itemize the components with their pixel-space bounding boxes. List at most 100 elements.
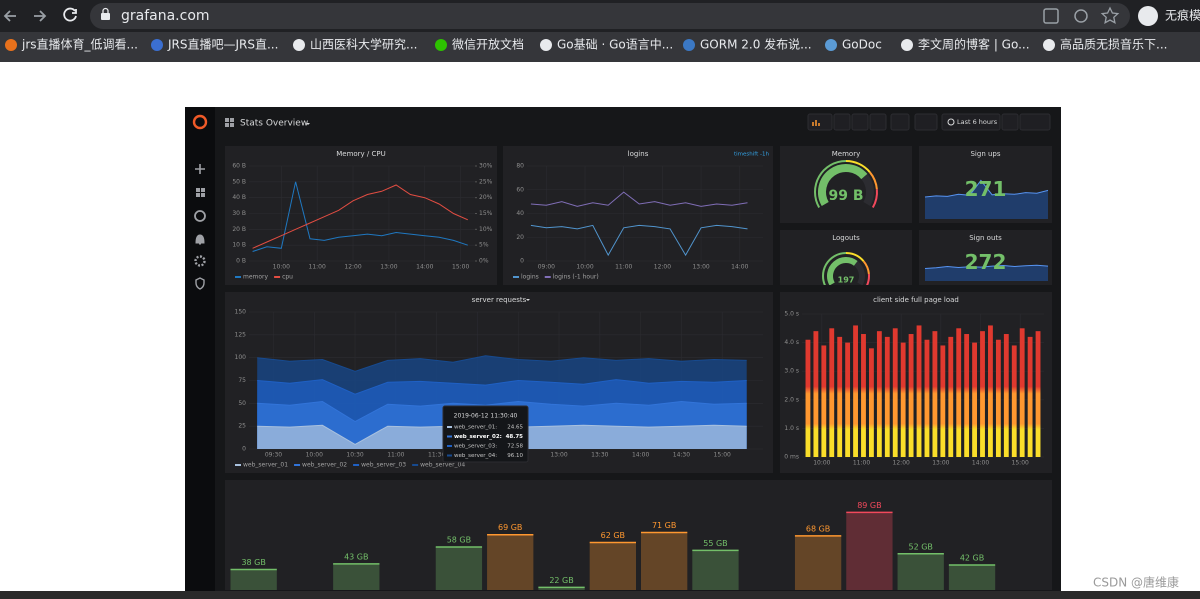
panel-title[interactable]: logins [628,150,649,158]
panel-title[interactable]: Sign outs [969,234,1002,242]
bookmark[interactable]: JRS直播吧—JRS直... [167,38,278,52]
legend-label[interactable]: web_server_02 [302,462,347,469]
gauge-threshold [845,160,871,173]
bar [821,345,827,457]
x-tick-label: 12:00 [654,264,671,271]
tooltip-time: 2019-06-12 11:30:40 [454,413,518,420]
bookmark[interactable]: jrs直播体育_低调看... [21,37,138,52]
legend-label[interactable]: web_server_03 [361,462,406,469]
panel [780,292,1052,473]
y-tick-label: 2.0 s [784,396,799,403]
bookmark[interactable]: Go基础 · Go语言中... [557,37,673,52]
x-tick-label: 11:00 [853,460,870,467]
panels: Memory / CPU 0 B 10 B 20 B 30 B 40 B 50 B 60 B 0… [225,146,1052,590]
dashboard-title[interactable]: Stats Overview [240,119,308,129]
annotation: timeshift -1h [734,152,770,158]
x-tick-label: 13:30 [591,452,608,459]
legend-label[interactable]: logins (-1 hour) [553,274,599,281]
legend-label[interactable]: web_server_04 [420,462,465,469]
bar [845,342,851,457]
panel-title[interactable]: client side full page load [873,296,959,304]
add-panel-button[interactable] [807,113,833,131]
alerting-icon[interactable] [195,234,205,245]
bookmark[interactable]: 微信开放文档 [452,37,524,52]
y-tick-label: 0 [520,258,524,265]
sparkline-area [925,265,1048,281]
panel-title[interactable]: server requests [472,296,527,304]
gauge-bar [230,569,277,590]
legend-label[interactable]: logins [521,274,539,281]
translate-icon[interactable] [1043,8,1059,24]
incognito-icon[interactable] [1138,6,1158,26]
bar [1035,331,1041,457]
dashboards-icon[interactable] [196,188,205,197]
x-tick-label: 14:30 [673,452,690,459]
bookmark-icon [901,39,913,51]
bookmark-star[interactable] [1100,6,1120,24]
bar [940,345,946,457]
bar [1003,334,1009,457]
zoom-button[interactable] [1001,113,1019,131]
bar [948,336,954,457]
panel-stat: Sign ups 271 [919,146,1052,223]
y-tick-label: 25 [238,423,246,430]
y-tick-label: 0 B [236,258,246,265]
gauge-threshold [822,252,847,285]
x-tick-label: 12:00 [344,264,361,271]
share-button[interactable] [851,113,869,131]
grafana-logo[interactable] [192,114,208,130]
bookmark-icon [540,39,552,51]
config-icon[interactable] [194,255,206,267]
time-picker[interactable] [941,113,1001,131]
panel-title[interactable]: Logouts [832,234,860,242]
bar [829,328,835,457]
panel-gauge: Memory 99 B [780,146,912,223]
stat-value: 271 [965,177,1007,201]
bookmarks-bar: jrs直播体育_低调看... JRS直播吧—JRS直... 山西医科大学研究... 微… [5,37,1167,52]
x-tick-label: 10:00 [576,264,593,271]
create-icon[interactable] [195,164,205,174]
bookmark[interactable]: GoDoc [842,38,882,52]
bookmark[interactable]: GORM 2.0 发布说... [700,37,812,52]
refresh-button[interactable] [1019,113,1051,131]
gauge-threshold [862,260,870,275]
value-label: 52 GB [909,542,933,551]
gauge-value [818,164,868,206]
y-tick-label: 0 [242,446,246,453]
bookmark-icon [825,39,837,51]
tracking-icon[interactable] [1074,9,1088,23]
star-button[interactable] [833,113,851,131]
panel-title[interactable]: Sign ups [970,150,1000,158]
legend-label[interactable]: memory [243,274,269,281]
address-bar[interactable] [90,3,1130,29]
back-button[interactable] [3,10,16,22]
value-label: 62 GB [601,531,625,540]
bar [1019,328,1025,457]
y-tick-label: 50 B [232,178,246,185]
series-line [252,184,469,249]
value-label: 55 GB [703,539,727,548]
panel-title[interactable]: Memory / CPU [336,150,386,158]
tv-mode-button[interactable] [914,113,938,131]
bookmark[interactable]: 高品质无损音乐下... [1060,37,1167,52]
url: grafana.com [121,8,210,24]
tooltip-value: 24.65 [507,425,523,431]
y-tick-label: 0 ms [784,454,799,461]
y-tick-label: 100 [235,354,247,361]
settings-button[interactable] [890,113,910,131]
admin-icon[interactable] [195,277,205,290]
bookmark-icon [151,39,163,51]
bar [1027,336,1033,457]
legend-label[interactable]: cpu [282,274,293,281]
y-tick-label: 80 [516,163,524,170]
explore-icon[interactable] [194,210,206,222]
save-button[interactable] [869,113,887,131]
reload-button[interactable] [63,7,77,22]
bookmark[interactable]: 山西医科大学研究... [310,37,417,52]
legend-label[interactable]: web_server_01 [243,462,288,469]
panel-title[interactable]: Memory [832,150,860,158]
gauge-threshold [814,160,847,208]
forward-button[interactable] [34,10,47,22]
tooltip-value: 96.10 [507,453,523,459]
bookmark[interactable]: 李文周的博客 | Go... [918,37,1030,52]
